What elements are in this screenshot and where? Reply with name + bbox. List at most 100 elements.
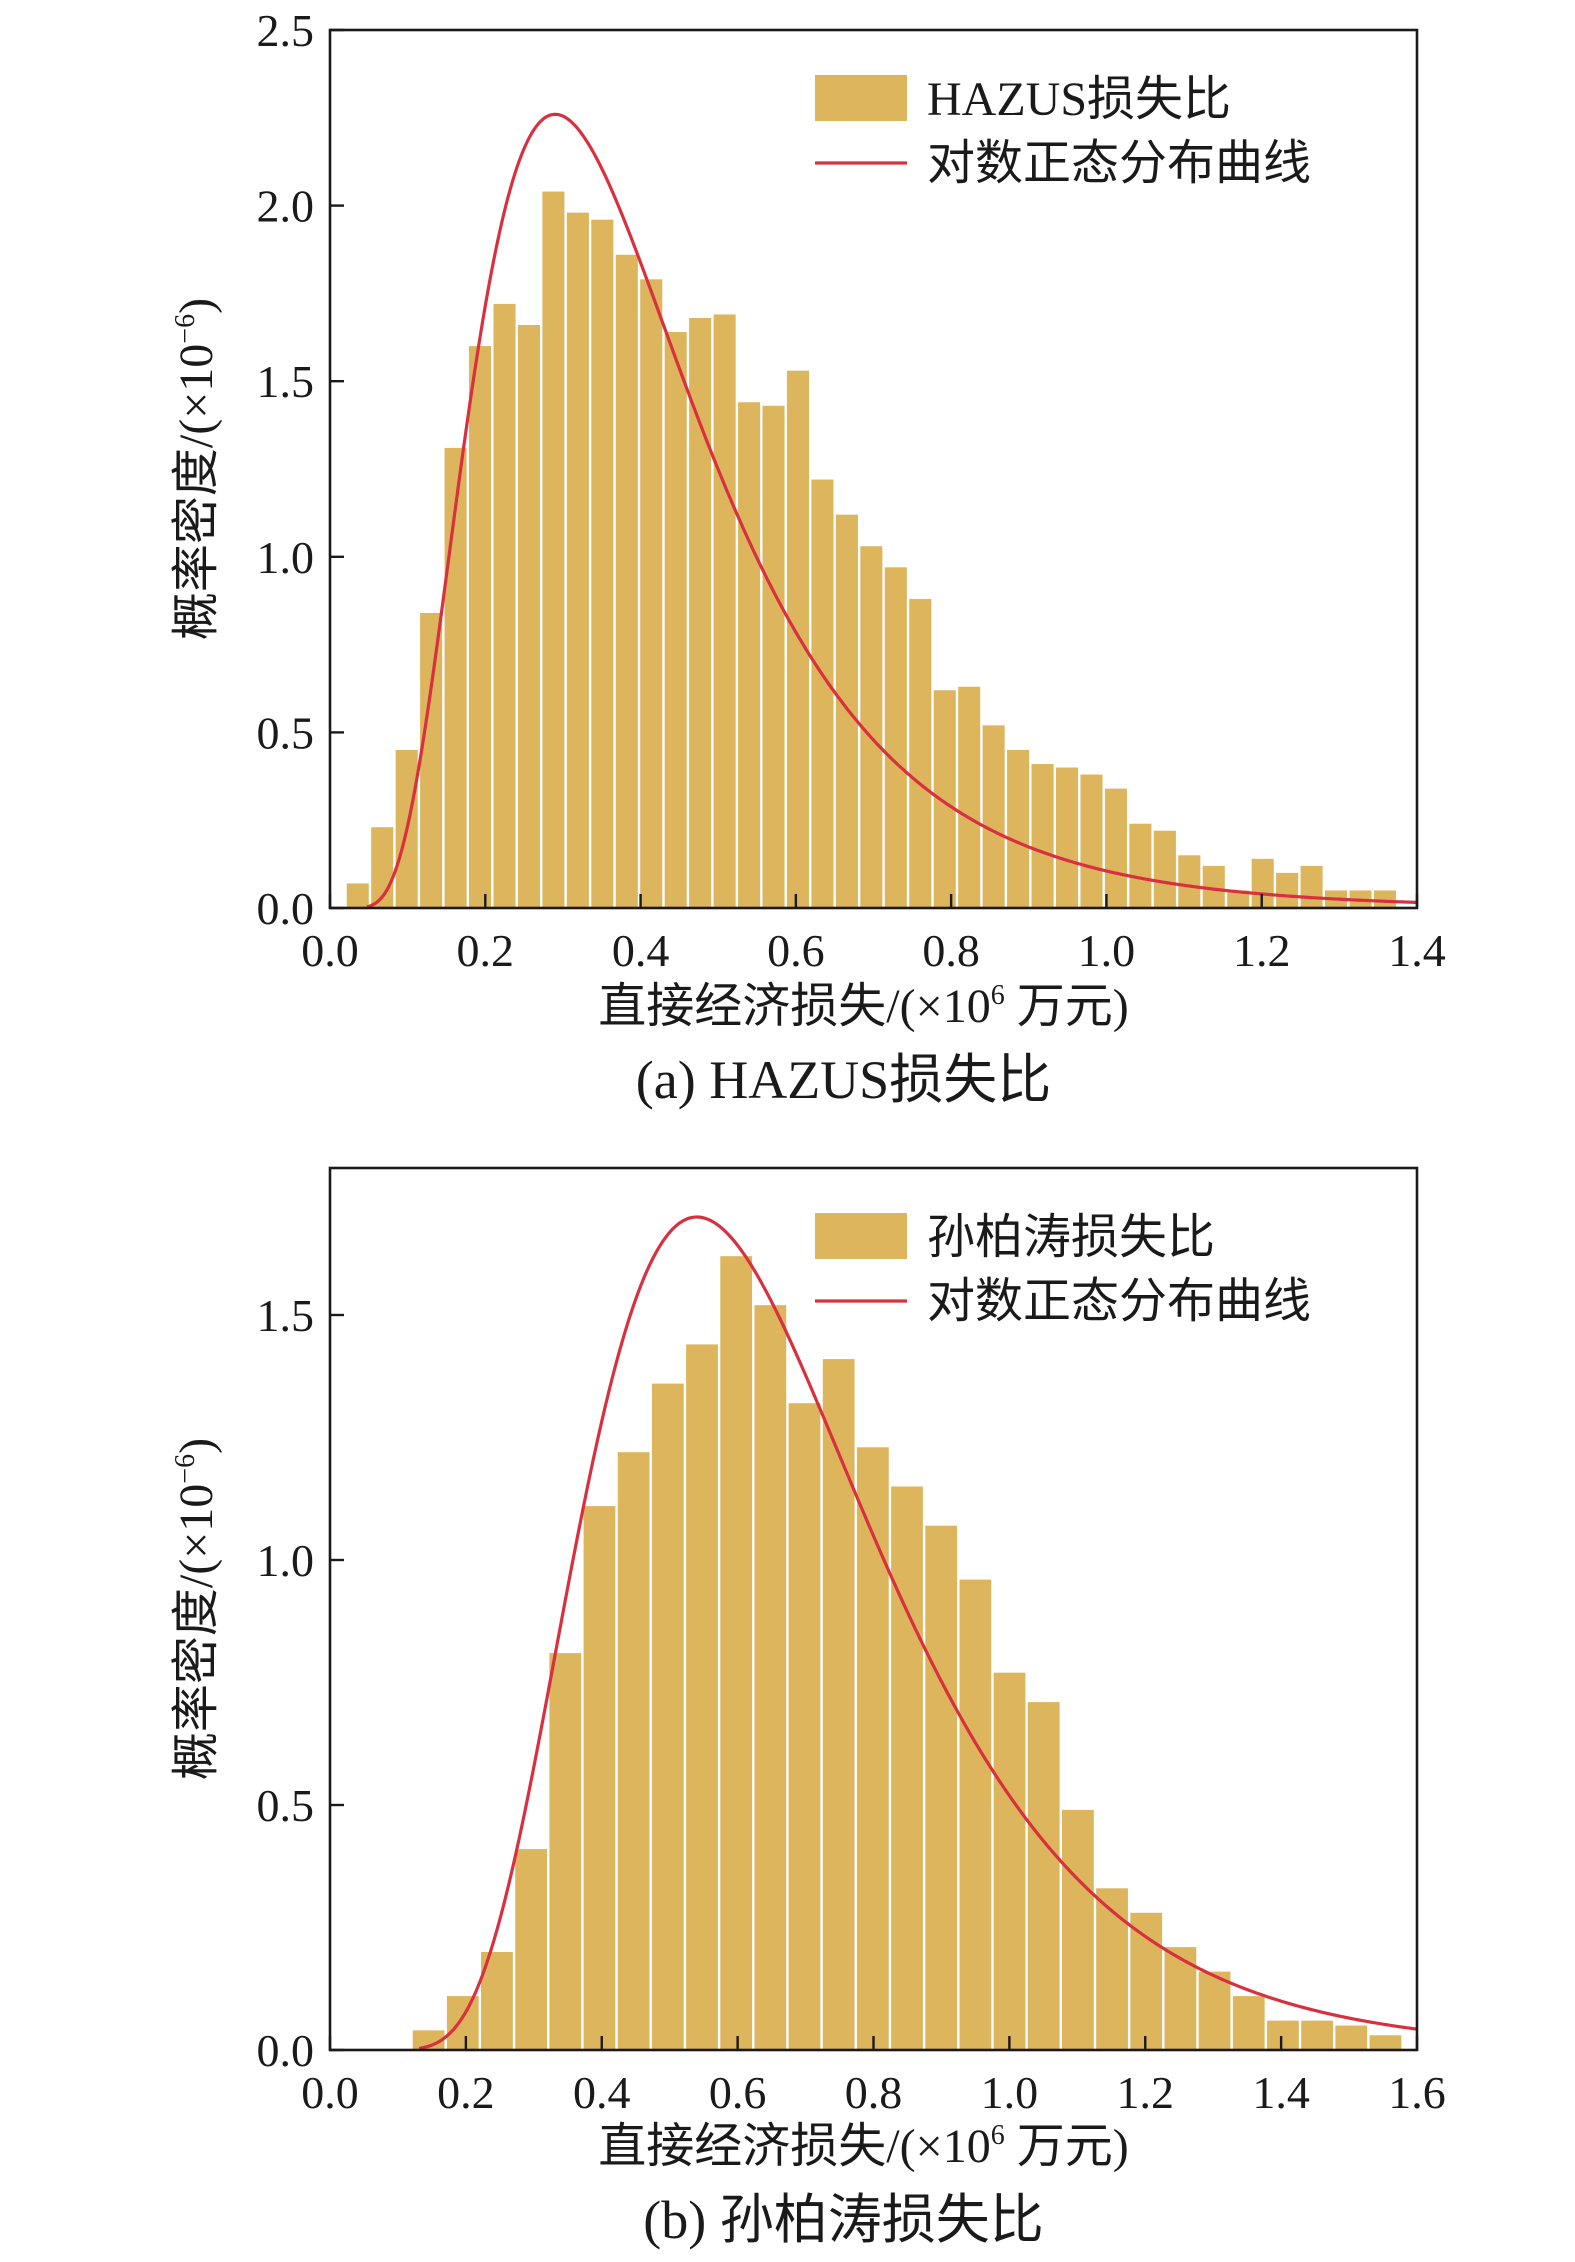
x-axis-title-sup: 6 [991,2120,1005,2151]
y-tick-label: 1.5 [257,356,315,407]
histogram-bar [982,725,1005,908]
y-tick-label: 1.0 [257,532,315,583]
histogram-bar [788,1403,821,2050]
x-tick-label: 0.6 [767,925,825,976]
histogram-bar [713,314,736,909]
histogram-bar [346,883,369,908]
histogram-bar [762,405,785,908]
histogram-bar [469,346,492,909]
histogram-bar [811,479,834,908]
histogram-bar [549,1653,582,2050]
y-axis: 0.0 0.5 1.0 1.5 2.0 2.5 [257,5,344,934]
histogram-bar [1227,890,1250,908]
x-tick-label: 0.2 [437,2067,495,2118]
y-axis-title-prefix: 概率密度/(×10 [170,1484,223,1780]
y-tick-label: 0.5 [257,1780,315,1831]
histogram-bar [617,1452,650,2050]
legend-label: HAZUS损失比 [927,73,1231,126]
histogram-bar [856,1447,889,2050]
x-axis: 0.0 0.2 0.4 0.6 0.8 1.0 1.2 1.4 [301,894,1446,976]
histogram-bar [884,567,907,908]
histogram-bar [1300,865,1323,908]
x-tick-label: 1.2 [1117,2067,1175,2118]
histogram-bar [860,546,883,908]
histogram-bar [1031,764,1054,908]
histogram-bar [444,447,467,908]
histogram-bar [891,1486,923,2050]
histogram-bar [515,1849,548,2050]
histogram-bar [993,1672,1026,2050]
histogram-bar [493,303,516,908]
legend-label: 对数正态分布曲线 [927,1275,1311,1328]
histogram-bar [651,1383,684,2050]
histogram-bar [1130,1912,1163,2050]
x-tick-label: 0.0 [301,925,359,976]
x-tick-label: 0.4 [573,2067,631,2118]
x-tick-label: 0.8 [845,2067,903,2118]
histogram-bar [1080,774,1103,908]
y-axis-title-suffix: ) [170,298,223,314]
histogram-bar [822,1359,855,2050]
y-tick-label: 0.0 [257,2025,315,2076]
x-tick-label: 0.8 [922,925,980,976]
x-tick-label: 0.6 [709,2067,767,2118]
x-tick-label: 0.0 [301,2067,359,2118]
legend-label: 对数正态分布曲线 [927,137,1311,190]
histogram-bar [754,1305,787,2050]
histogram-bar [1027,1702,1060,2050]
figure-caption: (b) 孙柏涛损失比 [643,2190,1043,2250]
y-tick-label: 2.0 [257,181,315,232]
lognormal-curve [366,112,1418,909]
histogram-bar [1373,890,1396,908]
histogram-bars [346,191,1396,909]
x-tick-label: 1.2 [1233,925,1291,976]
histogram-bar [1096,1888,1128,2050]
y-tick-label: 1.5 [257,1290,315,1341]
x-axis-title-prefix: 直接经济损失/(×10 [598,2120,990,2173]
x-axis: 0.0 0.2 0.4 0.6 0.8 1.0 1.2 1.4 1.6 [301,2036,1446,2118]
histogram-bar [1335,2025,1368,2050]
histogram-bar [933,690,956,908]
histogram-bar [1007,749,1030,908]
histogram-bar [909,598,932,908]
histogram-bar [1232,1996,1265,2050]
histogram-bar [420,612,443,908]
histogram-bar [566,212,589,908]
histogram-bar [1369,2035,1402,2050]
x-axis-title: 直接经济损失/(×106 万元) [598,980,1128,1033]
y-tick-label: 2.5 [257,5,315,56]
histogram-bar [591,219,614,908]
y-tick-label: 0.0 [257,883,315,934]
legend-label: 孙柏涛损失比 [927,1211,1215,1264]
histogram-bar [686,1344,718,2050]
x-tick-label: 1.4 [1388,925,1446,976]
x-tick-label: 0.4 [612,925,670,976]
y-axis-title-sup: −6 [170,1454,201,1484]
histogram-bar [958,686,981,908]
y-axis-title: 概率密度/(×10−6) [170,1438,223,1780]
histogram-bar [1062,1809,1094,2050]
histogram-bar [640,279,663,909]
y-axis: 0.0 0.5 1.0 1.5 [257,1290,344,2076]
histogram-bar [615,254,638,908]
histogram-bar [720,1256,753,2050]
y-axis-title: 概率密度/(×10−6) [170,298,223,640]
legend-bar-swatch [815,75,907,121]
histogram-bar [583,1506,616,2050]
histogram-bar [786,370,810,908]
x-axis-title: 直接经济损失/(×106 万元) [598,2120,1128,2173]
histogram-bars [412,1256,1402,2050]
y-tick-label: 1.0 [257,1535,315,1586]
x-tick-label: 0.2 [457,925,515,976]
histogram-bar [835,514,858,908]
x-tick-label: 1.6 [1388,2067,1446,2118]
histogram-bar [1202,865,1225,908]
x-axis-title-sup: 6 [991,980,1005,1011]
y-axis-title-suffix: ) [170,1438,223,1454]
histogram-bar [1178,855,1201,908]
histogram-bar [542,191,565,909]
x-axis-title-suffix: 万元) [1005,980,1129,1033]
